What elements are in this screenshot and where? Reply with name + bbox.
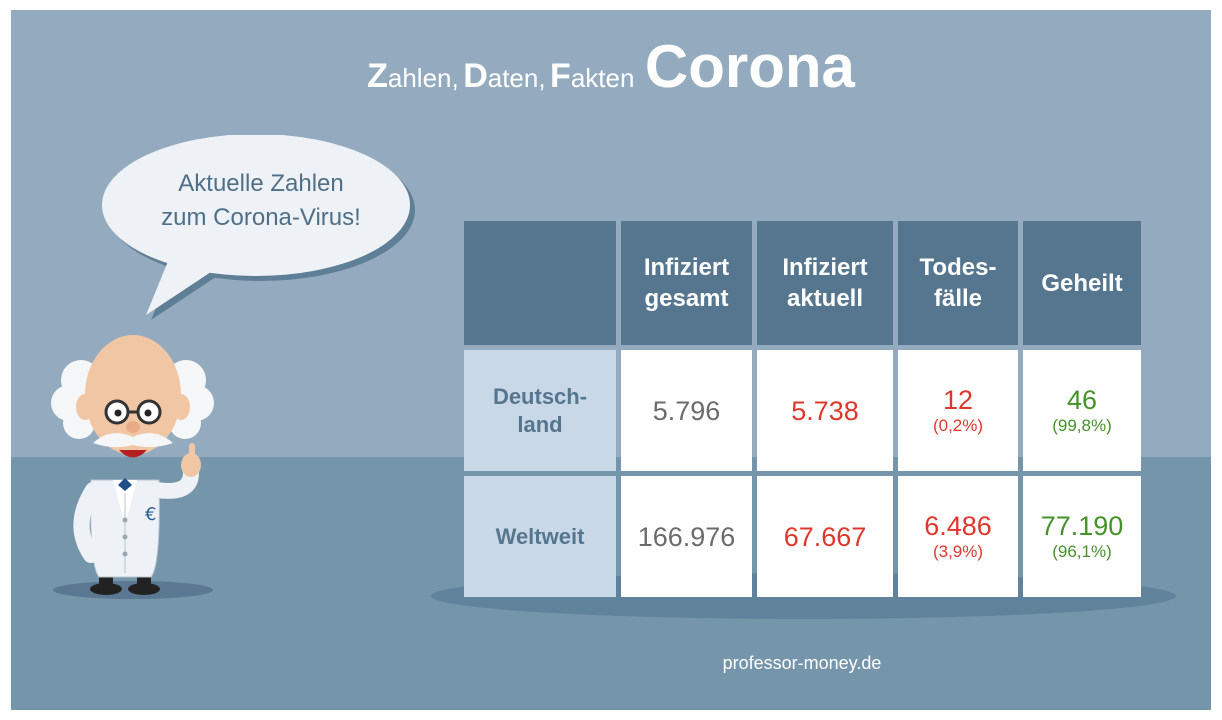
page-title: Zahlen, Daten, Fakten Corona — [11, 32, 1211, 101]
cell-germany-infected-current: 5.738 — [757, 350, 893, 471]
column-header-infected-total: Infiziert gesamt — [621, 221, 752, 345]
title-word-daten: aten, — [487, 63, 546, 93]
cell-germany-deaths: 12 (0,2%) — [898, 350, 1018, 471]
cell-worldwide-infected-current: 67.667 — [757, 476, 893, 597]
cell-germany-infected-total: 5.796 — [621, 350, 752, 471]
row-header-germany: Deutsch- land — [464, 350, 616, 471]
title-initial-d: D — [463, 57, 488, 95]
column-header-recovered: Geheilt — [1023, 221, 1141, 345]
corona-stats-table: Infiziert gesamt Infiziert aktuell Todes… — [464, 221, 1141, 597]
title-word-fakten: akten — [570, 63, 635, 93]
title-initial-z: Z — [367, 57, 388, 95]
euro-icon: € — [145, 504, 156, 525]
cell-germany-recovered: 46 (99,8%) — [1023, 350, 1141, 471]
speech-line-1: Aktuelle Zahlen — [178, 170, 344, 197]
speech-line-2: zum Corona-Virus! — [161, 204, 361, 231]
title-word-zahlen: ahlen, — [387, 63, 459, 93]
speech-bubble: Aktuelle Zahlen zum Corona-Virus! — [96, 135, 426, 335]
footer-website: professor-money.de — [722, 653, 882, 673]
title-corona: Corona — [644, 33, 855, 100]
cell-worldwide-infected-total: 166.976 — [621, 476, 752, 597]
cell-worldwide-recovered: 77.190 (96,1%) — [1023, 476, 1141, 597]
table-corner-cell — [464, 221, 616, 345]
infographic: Zahlen, Daten, Fakten Corona Aktuelle Za… — [11, 10, 1211, 710]
column-header-infected-current: Infiziert aktuell — [757, 221, 893, 345]
column-header-deaths: Todes- fälle — [898, 221, 1018, 345]
row-header-worldwide: Weltweit — [464, 476, 616, 597]
speech-bubble-text: Aktuelle Zahlen zum Corona-Virus! — [116, 167, 406, 235]
title-initial-f: F — [550, 57, 571, 95]
cell-worldwide-deaths: 6.486 (3,9%) — [898, 476, 1018, 597]
svg-text:€: € — [145, 504, 156, 525]
professor-illustration: € — [41, 315, 241, 610]
